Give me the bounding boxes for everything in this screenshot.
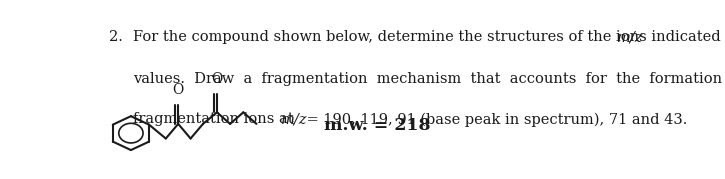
Text: values.  Draw  a  fragmentation  mechanism  that  accounts  for  the  formation : values. Draw a fragmentation mechanism t… — [133, 72, 725, 86]
Text: O: O — [173, 83, 184, 97]
Text: fragmentation ions at: fragmentation ions at — [133, 112, 298, 126]
Text: O: O — [211, 72, 223, 86]
Text: m.w. = 218: m.w. = 218 — [324, 117, 431, 134]
Text: m/z: m/z — [616, 30, 643, 44]
Text: m/z: m/z — [281, 112, 307, 126]
Text: = 190, 119, 91 (base peak in spectrum), 71 and 43.: = 190, 119, 91 (base peak in spectrum), … — [302, 112, 687, 127]
Text: 2.: 2. — [109, 30, 123, 44]
Text: For the compound shown below, determine the structures of the ions indicated by : For the compound shown below, determine … — [133, 30, 725, 44]
